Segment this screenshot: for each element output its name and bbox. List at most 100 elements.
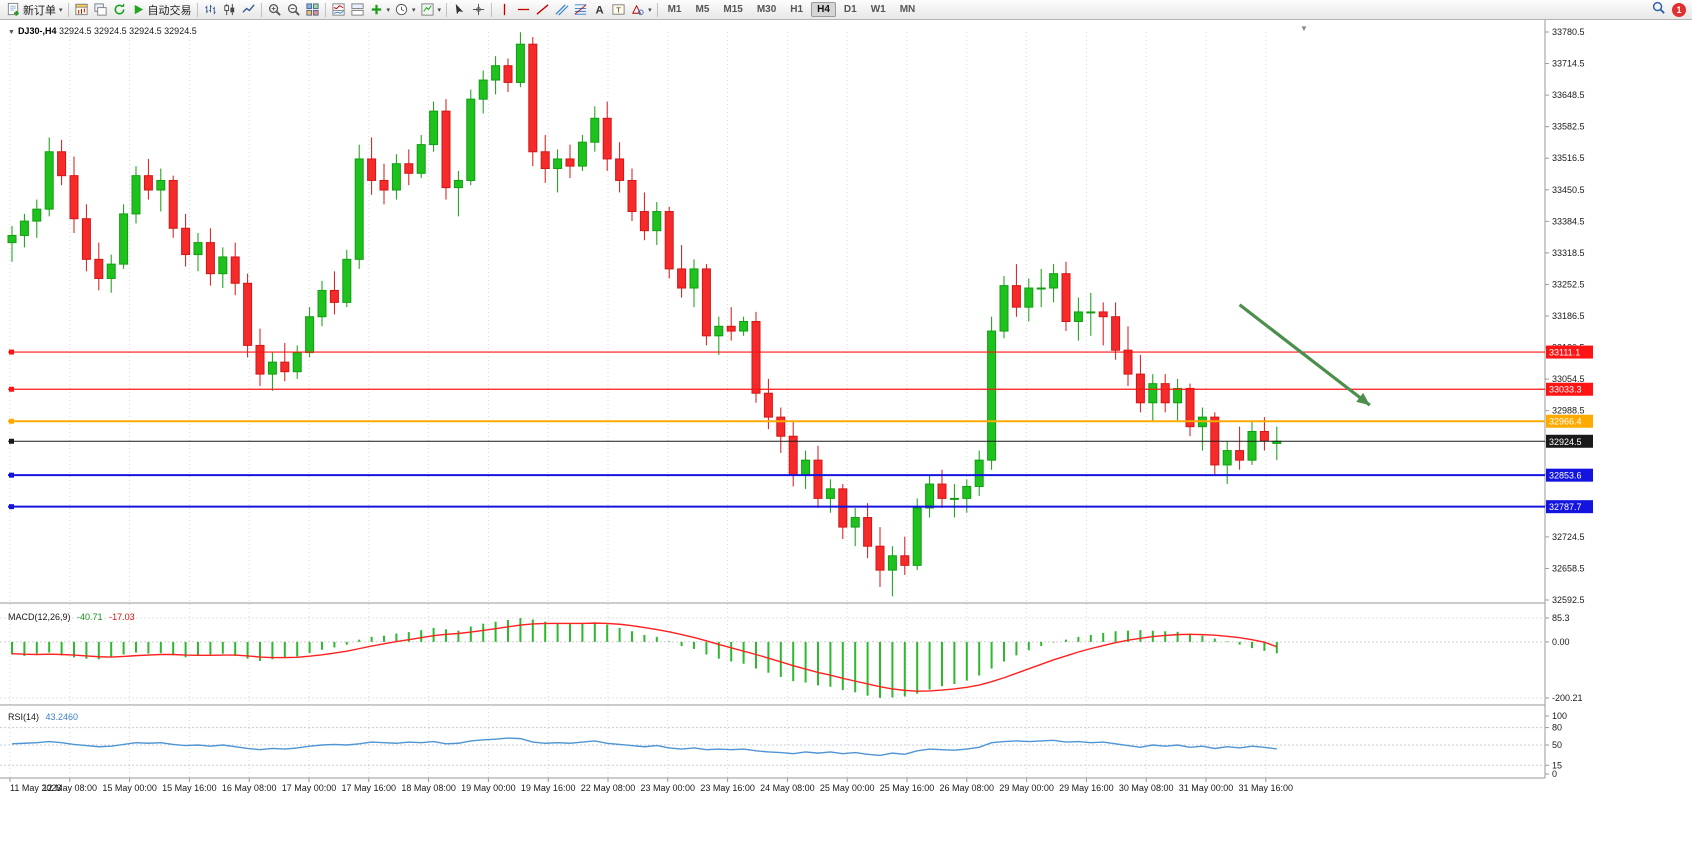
toolbar-autotrading-button[interactable]: 自动交易 xyxy=(129,1,194,19)
svg-text:80: 80 xyxy=(1552,723,1562,733)
timeframe-m30-button[interactable]: M30 xyxy=(756,4,777,15)
search-icon[interactable] xyxy=(1651,0,1666,20)
channel-icon xyxy=(554,2,569,17)
timeframe-m5-button[interactable]: M5 xyxy=(695,4,710,15)
price-axis: 33780.5 33714.5 33648.5 33582.5 33516.5 33450… xyxy=(1545,27,1593,605)
toolbar-indicator-window-button[interactable] xyxy=(329,1,348,19)
toolbar-periods-button[interactable]: ▾ xyxy=(392,1,418,19)
toolbar-text-tool-button[interactable]: A xyxy=(590,1,609,19)
zoom-out-icon xyxy=(286,2,301,17)
chevron-down-icon: ▾ xyxy=(59,6,63,14)
toolbar-channel-tool-button[interactable] xyxy=(552,1,571,19)
svg-text:33186.5: 33186.5 xyxy=(1552,311,1585,321)
svg-text:12 May 08:00: 12 May 08:00 xyxy=(43,783,98,793)
label-icon: T xyxy=(611,2,626,17)
toolbar-new-order-button[interactable]: 新订单 ▾ xyxy=(4,1,65,19)
toolbar-crosshair-tool-button[interactable] xyxy=(469,1,488,19)
ind-arrange-icon xyxy=(350,2,365,17)
cursor-icon xyxy=(452,2,467,17)
trend-arrow-annotation[interactable] xyxy=(1238,303,1371,407)
toolbar-right: 1 xyxy=(1651,0,1688,20)
chevron-down-icon: ▾ xyxy=(386,6,391,14)
toolbar-vertical-line-tool-button[interactable] xyxy=(495,1,514,19)
svg-text:24 May 08:00: 24 May 08:00 xyxy=(760,783,815,793)
toolbar-horizontal-line-tool-button[interactable] xyxy=(514,1,533,19)
chart-shift-marker-icon[interactable]: ▼ xyxy=(1300,24,1308,33)
toolbar-separator xyxy=(656,2,658,17)
toolbar-cursor-tool-button[interactable] xyxy=(450,1,469,19)
svg-text:33318.5: 33318.5 xyxy=(1552,248,1585,258)
svg-text:23 May 16:00: 23 May 16:00 xyxy=(700,783,755,793)
chart-add-icon xyxy=(74,2,89,17)
svg-text:33033.3: 33033.3 xyxy=(1549,385,1582,395)
svg-text:23 May 00:00: 23 May 00:00 xyxy=(641,783,696,793)
toolbar-new-chart-button[interactable] xyxy=(72,1,91,19)
toolbar-fibonacci-tool-button[interactable] xyxy=(571,1,590,19)
svg-text:0: 0 xyxy=(1552,769,1557,779)
svg-text:29 May 16:00: 29 May 16:00 xyxy=(1059,783,1114,793)
svg-text:33582.5: 33582.5 xyxy=(1552,122,1585,132)
timeframe-w1-button[interactable]: W1 xyxy=(870,4,886,15)
svg-text:33384.5: 33384.5 xyxy=(1552,216,1585,226)
svg-text:32853.6: 32853.6 xyxy=(1549,471,1582,481)
chart-canvas[interactable]: 33780.5 33714.5 33648.5 33582.5 33516.5 33450… xyxy=(0,20,1692,862)
trendline-icon xyxy=(535,2,550,17)
svg-text:33780.5: 33780.5 xyxy=(1552,27,1585,37)
quote-low: 32924.5 xyxy=(129,26,162,36)
chevron-down-icon: ▾ xyxy=(437,6,442,14)
refresh-icon xyxy=(112,2,127,17)
toolbar-indicators-button[interactable]: ▾ xyxy=(367,1,393,19)
text-icon: A xyxy=(592,2,607,17)
toolbar-line-chart-mode-button[interactable] xyxy=(239,1,258,19)
svg-text:33450.5: 33450.5 xyxy=(1552,185,1585,195)
svg-text:32924.5: 32924.5 xyxy=(1549,437,1582,447)
svg-text:32658.5: 32658.5 xyxy=(1552,563,1585,573)
toolbar-refresh-button[interactable] xyxy=(110,1,129,19)
timeframe-h4-button[interactable]: H4 xyxy=(811,2,836,17)
toolbar-shapes-tool-button[interactable]: ▾ xyxy=(628,1,654,19)
svg-text:15 May 00:00: 15 May 00:00 xyxy=(102,783,157,793)
main-toolbar: 新订单 ▾ 自动交易 ▾ ▾ ▾ A T ▾ M1 M5 M15 M30 H1 H4 D1 W1 MN 1 xyxy=(0,0,1692,20)
zoom-in-icon xyxy=(267,2,282,17)
svg-text:32787.7: 32787.7 xyxy=(1549,502,1582,512)
timeframe-h1-button[interactable]: H1 xyxy=(790,4,804,15)
svg-text:16 May 08:00: 16 May 08:00 xyxy=(222,783,277,793)
timeframe-m1-button[interactable]: M1 xyxy=(667,4,682,15)
svg-text:31 May 16:00: 31 May 16:00 xyxy=(1239,783,1294,793)
svg-text:T: T xyxy=(616,5,621,14)
macd-label: MACD(12,26,9) -40.71 -17.03 xyxy=(8,612,135,622)
svg-text:33054.5: 33054.5 xyxy=(1552,374,1585,384)
toolbar-bar-chart-mode-button[interactable] xyxy=(201,1,220,19)
bars-icon xyxy=(203,2,218,17)
ind-list-icon xyxy=(331,2,346,17)
svg-text:15 May 16:00: 15 May 16:00 xyxy=(162,783,217,793)
toolbar-templates-button[interactable]: ▾ xyxy=(418,1,444,19)
grid-layer xyxy=(9,32,1267,778)
quote-close: 32924.5 xyxy=(164,26,197,36)
timeframe-mn-button[interactable]: MN xyxy=(899,4,916,15)
toolbar-tile-windows-button[interactable] xyxy=(303,1,322,19)
toolbar-zoom-out-button[interactable] xyxy=(284,1,303,19)
toolbar-arrange-windows-button[interactable] xyxy=(348,1,367,19)
autotrade-icon xyxy=(131,2,146,17)
candles-icon xyxy=(222,2,237,17)
toolbar-zoom-in-button[interactable] xyxy=(265,1,284,19)
rsi-label: RSI(14) 43.2460 xyxy=(8,712,78,722)
svg-text:11 May 2023: 11 May 2023 xyxy=(10,783,61,793)
chart-dropdown-icon[interactable]: ▼ xyxy=(8,29,15,36)
toolbar-candlestick-mode-button[interactable] xyxy=(220,1,239,19)
svg-text:25 May 00:00: 25 May 00:00 xyxy=(820,783,875,793)
svg-text:50: 50 xyxy=(1552,740,1562,750)
toolbar-label-tool-button[interactable]: T xyxy=(609,1,628,19)
quote-open: 32924.5 xyxy=(58,26,92,36)
svg-text:19 May 00:00: 19 May 00:00 xyxy=(461,783,516,793)
svg-text:30 May 08:00: 30 May 08:00 xyxy=(1119,783,1174,793)
macd-name: MACD(12,26,9) xyxy=(8,612,71,622)
notification-badge[interactable]: 1 xyxy=(1672,2,1686,17)
clock-icon xyxy=(394,2,409,17)
toolbar-trendline-tool-button[interactable] xyxy=(533,1,552,19)
timeframe-m15-button[interactable]: M15 xyxy=(723,4,743,15)
timeframe-d1-button[interactable]: D1 xyxy=(843,4,857,15)
toolbar-profiles-button[interactable] xyxy=(91,1,110,19)
